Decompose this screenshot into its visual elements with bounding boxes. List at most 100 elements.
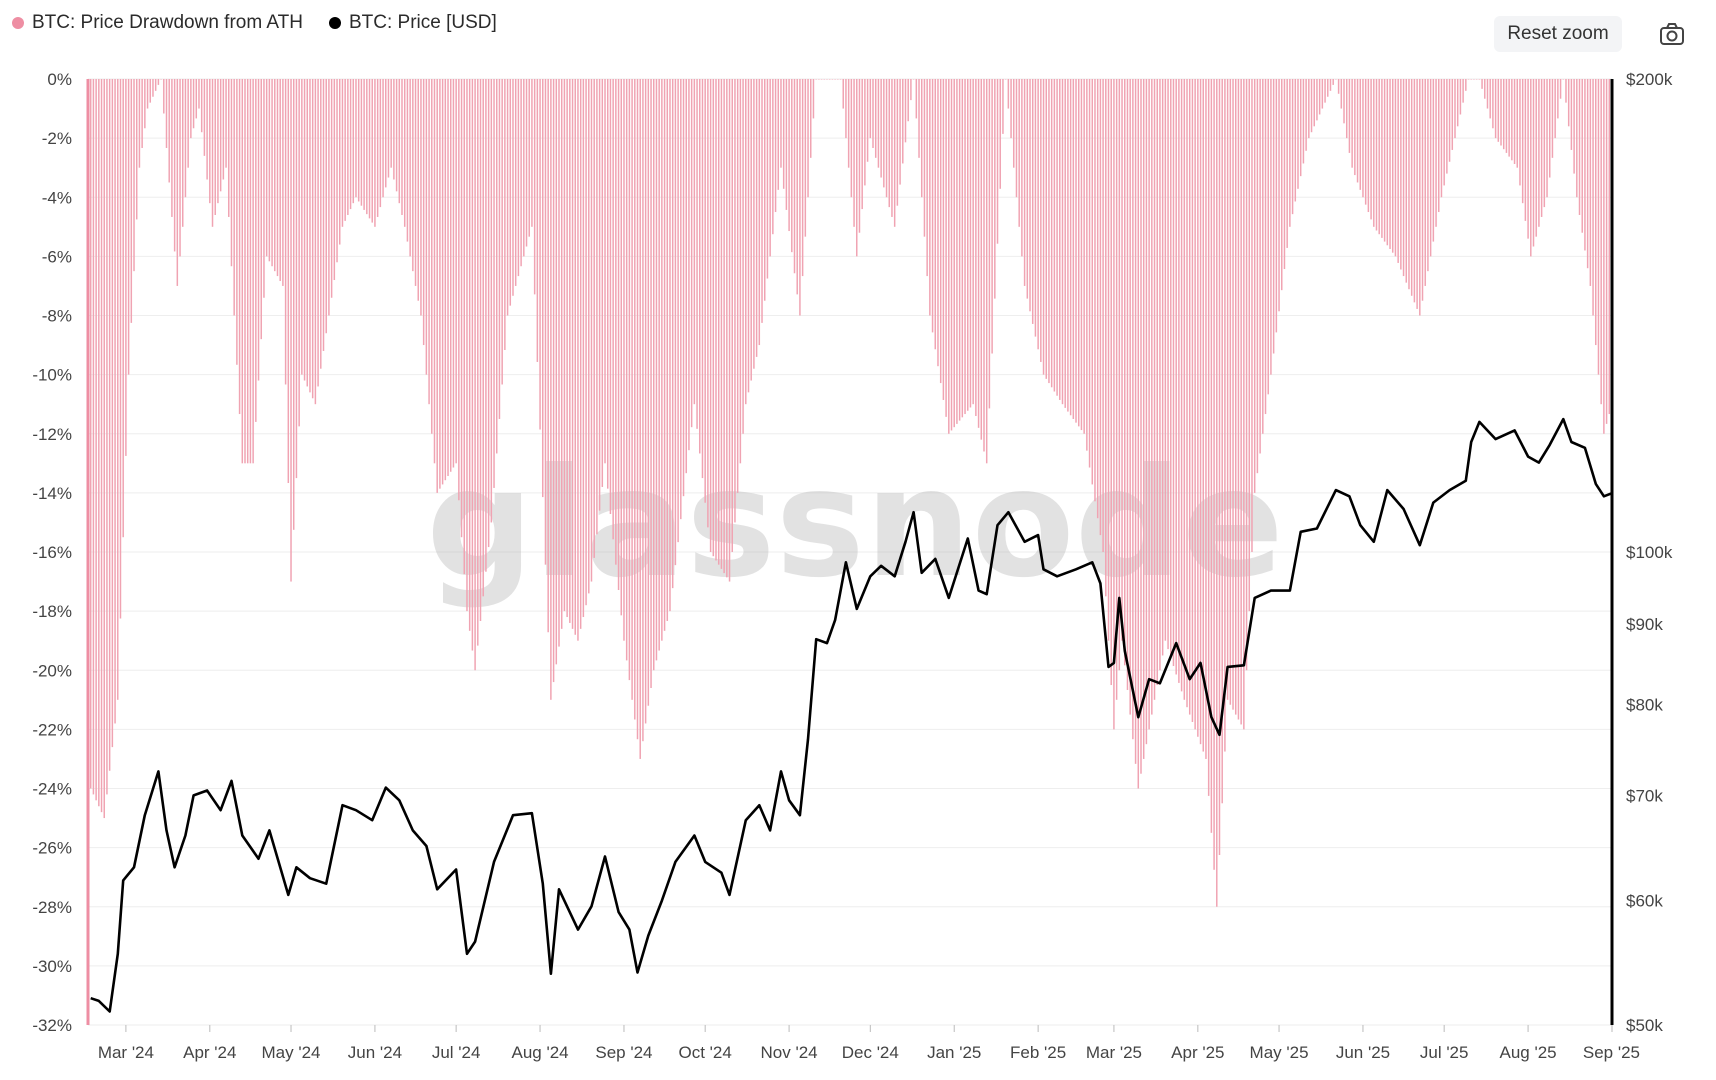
drawdown-bar-293 <box>880 79 882 178</box>
legend-item-drawdown[interactable]: BTC: Price Drawdown from ATH <box>12 12 303 34</box>
drawdown-bar-376 <box>1105 79 1107 597</box>
drawdown-bar-403 <box>1178 79 1180 683</box>
drawdown-bar-165 <box>533 79 536 295</box>
drawdown-bar-407 <box>1188 79 1191 715</box>
drawdown-bar-460 <box>1332 79 1334 85</box>
drawdown-bar-511 <box>1470 79 1472 80</box>
drawdown-bar-523 <box>1502 79 1505 150</box>
drawdown-bar-409 <box>1194 79 1196 730</box>
drawdown-bar-232 <box>715 79 717 561</box>
drawdown-bar-186 <box>590 79 593 582</box>
legend: BTC: Price Drawdown from ATH BTC: Price … <box>12 12 497 34</box>
drawdown-bar-301 <box>902 79 904 164</box>
drawdown-bar-289 <box>869 79 872 139</box>
camera-button[interactable] <box>1652 18 1692 52</box>
drawdown-bar-276 <box>834 79 836 80</box>
drawdown-bar-344 <box>1018 79 1020 227</box>
right-tick-label-2: $90k <box>1626 615 1663 634</box>
drawdown-bar-336 <box>996 79 999 244</box>
drawdown-bar-515 <box>1481 79 1483 89</box>
drawdown-bar-451 <box>1308 79 1310 139</box>
drawdown-bar-128 <box>433 79 436 464</box>
x-tick-label-18: Sep '25 <box>1583 1043 1640 1062</box>
drawdown-bar-75 <box>290 79 292 582</box>
drawdown-bar-270 <box>818 79 820 80</box>
drawdown-bar-133 <box>447 79 449 476</box>
drawdown-bar-333 <box>988 79 991 409</box>
drawdown-bar-246 <box>753 79 755 369</box>
left-tick-label-2: -4% <box>42 188 72 207</box>
drawdown-bar-251 <box>766 79 769 279</box>
drawdown-bar-190 <box>601 79 604 487</box>
drawdown-bar-306 <box>915 79 918 119</box>
drawdown-bar-551 <box>1578 79 1581 215</box>
drawdown-bar-18 <box>135 79 138 220</box>
drawdown-bar-297 <box>891 79 893 217</box>
drawdown-bar-497 <box>1432 79 1435 242</box>
drawdown-bar-525 <box>1508 79 1510 157</box>
drawdown-bar-167 <box>539 79 541 430</box>
drawdown-bar-154 <box>504 79 506 350</box>
drawdown-bar-491 <box>1416 79 1418 309</box>
drawdown-bar-130 <box>439 79 441 489</box>
drawdown-bar-284 <box>856 79 858 257</box>
drawdown-bar-203 <box>636 79 639 740</box>
x-tick-label-8: Nov '24 <box>761 1043 818 1062</box>
drawdown-bar-63 <box>257 79 260 381</box>
drawdown-bar-243 <box>745 79 747 405</box>
drawdown-bar-23 <box>149 79 151 103</box>
drawdown-bar-465 <box>1345 79 1348 139</box>
drawdown-bar-67 <box>268 79 271 262</box>
drawdown-bar-108 <box>379 79 382 208</box>
drawdown-bar-123 <box>420 79 422 316</box>
legend-item-price[interactable]: BTC: Price [USD] <box>328 12 497 34</box>
drawdown-bar-144 <box>477 79 479 646</box>
drawdown-bar-456 <box>1321 79 1324 109</box>
drawdown-bar-91 <box>333 79 336 281</box>
drawdown-bar-258 <box>785 79 788 210</box>
drawdown-bar-459 <box>1329 79 1332 91</box>
drawdown-bar-518 <box>1489 79 1491 119</box>
drawdown-bar-463 <box>1340 79 1343 109</box>
drawdown-bar-477 <box>1378 79 1380 235</box>
drawdown-bar-76 <box>292 79 295 530</box>
drawdown-bar-176 <box>563 79 566 612</box>
drawdown-bar-478 <box>1381 79 1383 238</box>
drawdown-bar-109 <box>382 79 384 198</box>
drawdown-bar-469 <box>1356 79 1359 183</box>
drawdown-bar-122 <box>417 79 419 301</box>
right-tick-label-5: $60k <box>1626 892 1663 911</box>
drawdown-bar-349 <box>1031 79 1034 324</box>
drawdown-bar-480 <box>1386 79 1389 246</box>
drawdown-bar-405 <box>1183 79 1186 700</box>
drawdown-bar-137 <box>458 79 460 501</box>
drawdown-bar-45 <box>209 79 211 204</box>
drawdown-bar-352 <box>1040 79 1042 362</box>
drawdown-bar-363 <box>1069 79 1072 416</box>
drawdown-bar-22 <box>146 79 149 109</box>
drawdown-bar-304 <box>910 79 912 101</box>
drawdown-bar-153 <box>501 79 503 385</box>
drawdown-bar-87 <box>322 79 325 351</box>
drawdown-bar-37 <box>187 79 189 168</box>
drawdown-bar-60 <box>249 79 252 464</box>
drawdown-bar-201 <box>631 79 633 700</box>
drawdown-bar-250 <box>763 79 766 301</box>
drawdown-bar-415 <box>1210 79 1213 833</box>
reset-zoom-button[interactable]: Reset zoom <box>1494 16 1622 52</box>
drawdown-bar-457 <box>1324 79 1326 103</box>
drawdown-bar-62 <box>255 79 257 422</box>
x-tick-label-12: Mar '25 <box>1086 1043 1142 1062</box>
drawdown-bar-159 <box>517 79 520 277</box>
drawdown-bar-323 <box>961 79 964 418</box>
drawdown-bar-281 <box>847 79 850 168</box>
drawdown-bar-484 <box>1397 79 1399 263</box>
drawdown-bar-546 <box>1565 79 1567 103</box>
drawdown-bar-261 <box>793 79 796 274</box>
drawdown-bar-314 <box>937 79 939 367</box>
drawdown-bar-14 <box>125 79 127 456</box>
drawdown-bar-389 <box>1140 79 1142 774</box>
left-tick-label-16: -32% <box>32 1016 72 1035</box>
drawdown-bar-16 <box>130 79 133 323</box>
drawdown-bar-26 <box>157 79 160 85</box>
